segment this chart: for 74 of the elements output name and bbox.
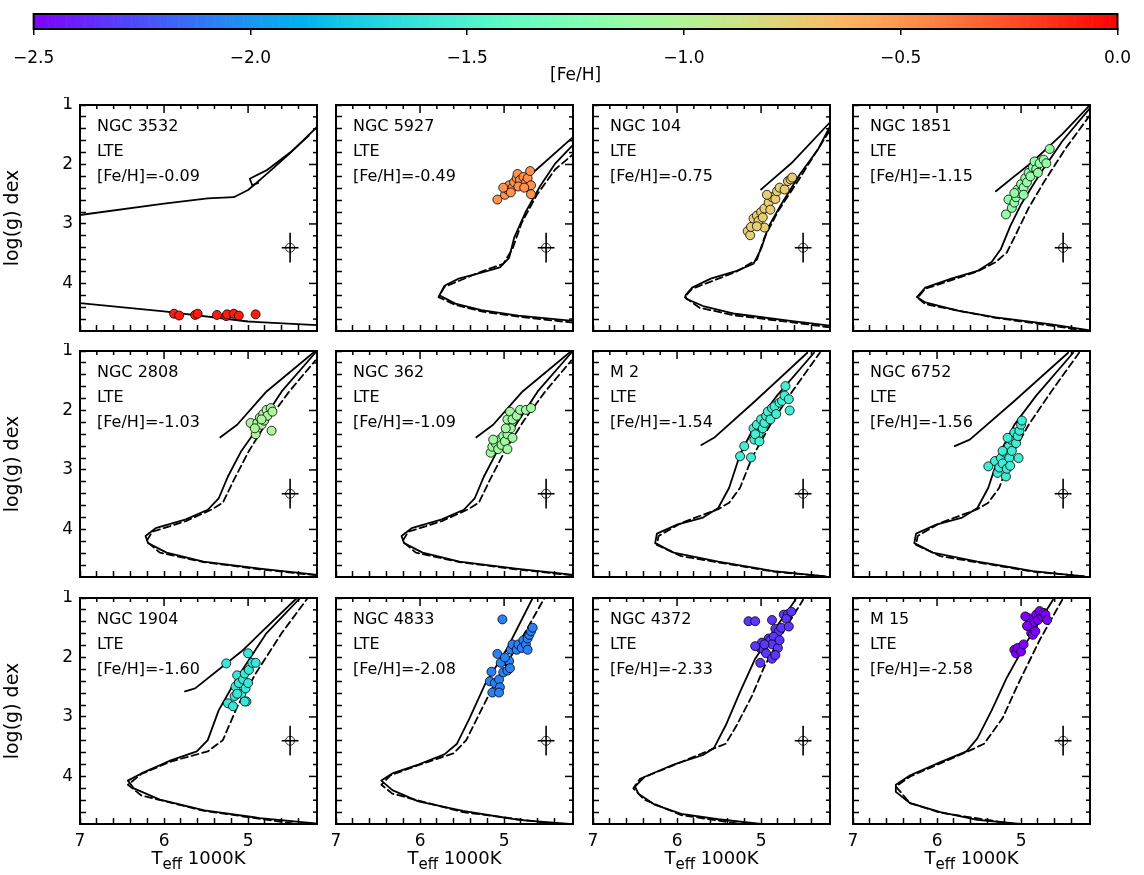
text: NGC 1904 <box>97 609 179 629</box>
x-tick-label: 7 <box>847 829 859 850</box>
annotation: LTE <box>610 634 637 654</box>
x-tick-label: 5 <box>755 829 767 850</box>
text: NGC 3532 <box>97 116 179 136</box>
annotation: [Fe/H]=-2.33 <box>610 659 713 679</box>
y-tick-label: 1 <box>62 93 73 114</box>
x-tick-label: 6 <box>671 829 683 850</box>
y-tick-label: 4 <box>62 764 73 785</box>
x-tick-label: 7 <box>74 829 86 850</box>
text: M 2 <box>610 362 640 382</box>
x-tick-label: 7 <box>330 829 342 850</box>
y-tick-label: 2 <box>62 152 73 173</box>
color-bar-label: −2.0 <box>229 46 272 67</box>
x-axis-title: T$_{eff}$ 1000K <box>151 847 246 873</box>
annotation: [Fe/H]=-1.54 <box>610 412 713 432</box>
color-bar-label: 0.0 <box>1103 46 1132 67</box>
y-tick-label: 1 <box>62 339 73 360</box>
y-tick-label: 3 <box>62 458 73 479</box>
y-tick-label: 2 <box>62 645 73 666</box>
y-tick-label: 4 <box>62 517 73 538</box>
y-tick-label: 3 <box>62 705 73 726</box>
x-tick-label: 5 <box>1015 829 1027 850</box>
text: M 15 <box>870 609 910 629</box>
text: NGC 4833 <box>353 609 435 629</box>
annotation: LTE <box>97 387 124 407</box>
text: NGC 104 <box>610 116 682 136</box>
color-bar-label: −0.5 <box>880 46 922 67</box>
y-tick-label: 4 <box>62 271 73 292</box>
annotation: [Fe/H]=-1.15 <box>870 166 973 186</box>
x-axis-title: T$_{eff}$ 1000K <box>924 847 1019 873</box>
annotation: [Fe/H]=-1.56 <box>870 412 973 432</box>
y-tick-label: 3 <box>62 212 73 233</box>
color-bar-label: −1.0 <box>663 46 705 67</box>
annotation: LTE <box>353 634 380 654</box>
text: NGC 6752 <box>870 362 952 382</box>
annotation: [Fe/H]=-0.75 <box>610 166 713 186</box>
annotation: [Fe/H]=-0.49 <box>353 166 456 186</box>
annotation: [Fe/H]=-1.09 <box>353 412 456 432</box>
y-tick-label: 2 <box>62 398 73 419</box>
x-tick-label: 5 <box>498 829 510 850</box>
x-tick-label: 5 <box>242 829 254 850</box>
text: NGC 362 <box>353 362 425 382</box>
annotation: LTE <box>353 387 380 407</box>
annotation: LTE <box>97 634 124 654</box>
annotation: [Fe/H]=-2.58 <box>870 659 973 679</box>
annotation: LTE <box>870 387 897 407</box>
x-axis-title: T$_{eff}$ 1000K <box>664 847 759 873</box>
x-tick-label: 6 <box>931 829 943 850</box>
y-axis-title: log(g) dex <box>0 415 23 513</box>
annotation: [Fe/H]=-2.08 <box>353 659 456 679</box>
annotation: [Fe/H]=-0.09 <box>97 166 200 186</box>
annotation: LTE <box>610 141 637 161</box>
x-tick-label: 6 <box>158 829 170 850</box>
y-axis-title: log(g) dex <box>0 662 23 760</box>
color-bar-label: −1.5 <box>446 46 488 67</box>
annotation: LTE <box>353 141 380 161</box>
text: NGC 1851 <box>870 116 952 136</box>
color-bar-label: −2.5 <box>13 46 55 67</box>
x-tick-label: 6 <box>414 829 426 850</box>
text: NGC 4372 <box>610 609 692 629</box>
x-axis-title: T$_{eff}$ 1000K <box>407 847 502 873</box>
x-tick-label: 7 <box>587 829 599 850</box>
y-axis-title: log(g) dex <box>0 169 23 267</box>
color-bar-title: [Fe/H] <box>550 64 602 85</box>
annotation: LTE <box>870 141 897 161</box>
text: NGC 5927 <box>353 116 435 136</box>
annotation: LTE <box>97 141 124 161</box>
annotation: LTE <box>870 634 897 654</box>
y-tick-label: 1 <box>62 586 73 607</box>
text: NGC 2808 <box>97 362 179 382</box>
annotation: [Fe/H]=-1.60 <box>97 659 200 679</box>
annotation: [Fe/H]=-1.03 <box>97 412 200 432</box>
annotation: LTE <box>610 387 637 407</box>
